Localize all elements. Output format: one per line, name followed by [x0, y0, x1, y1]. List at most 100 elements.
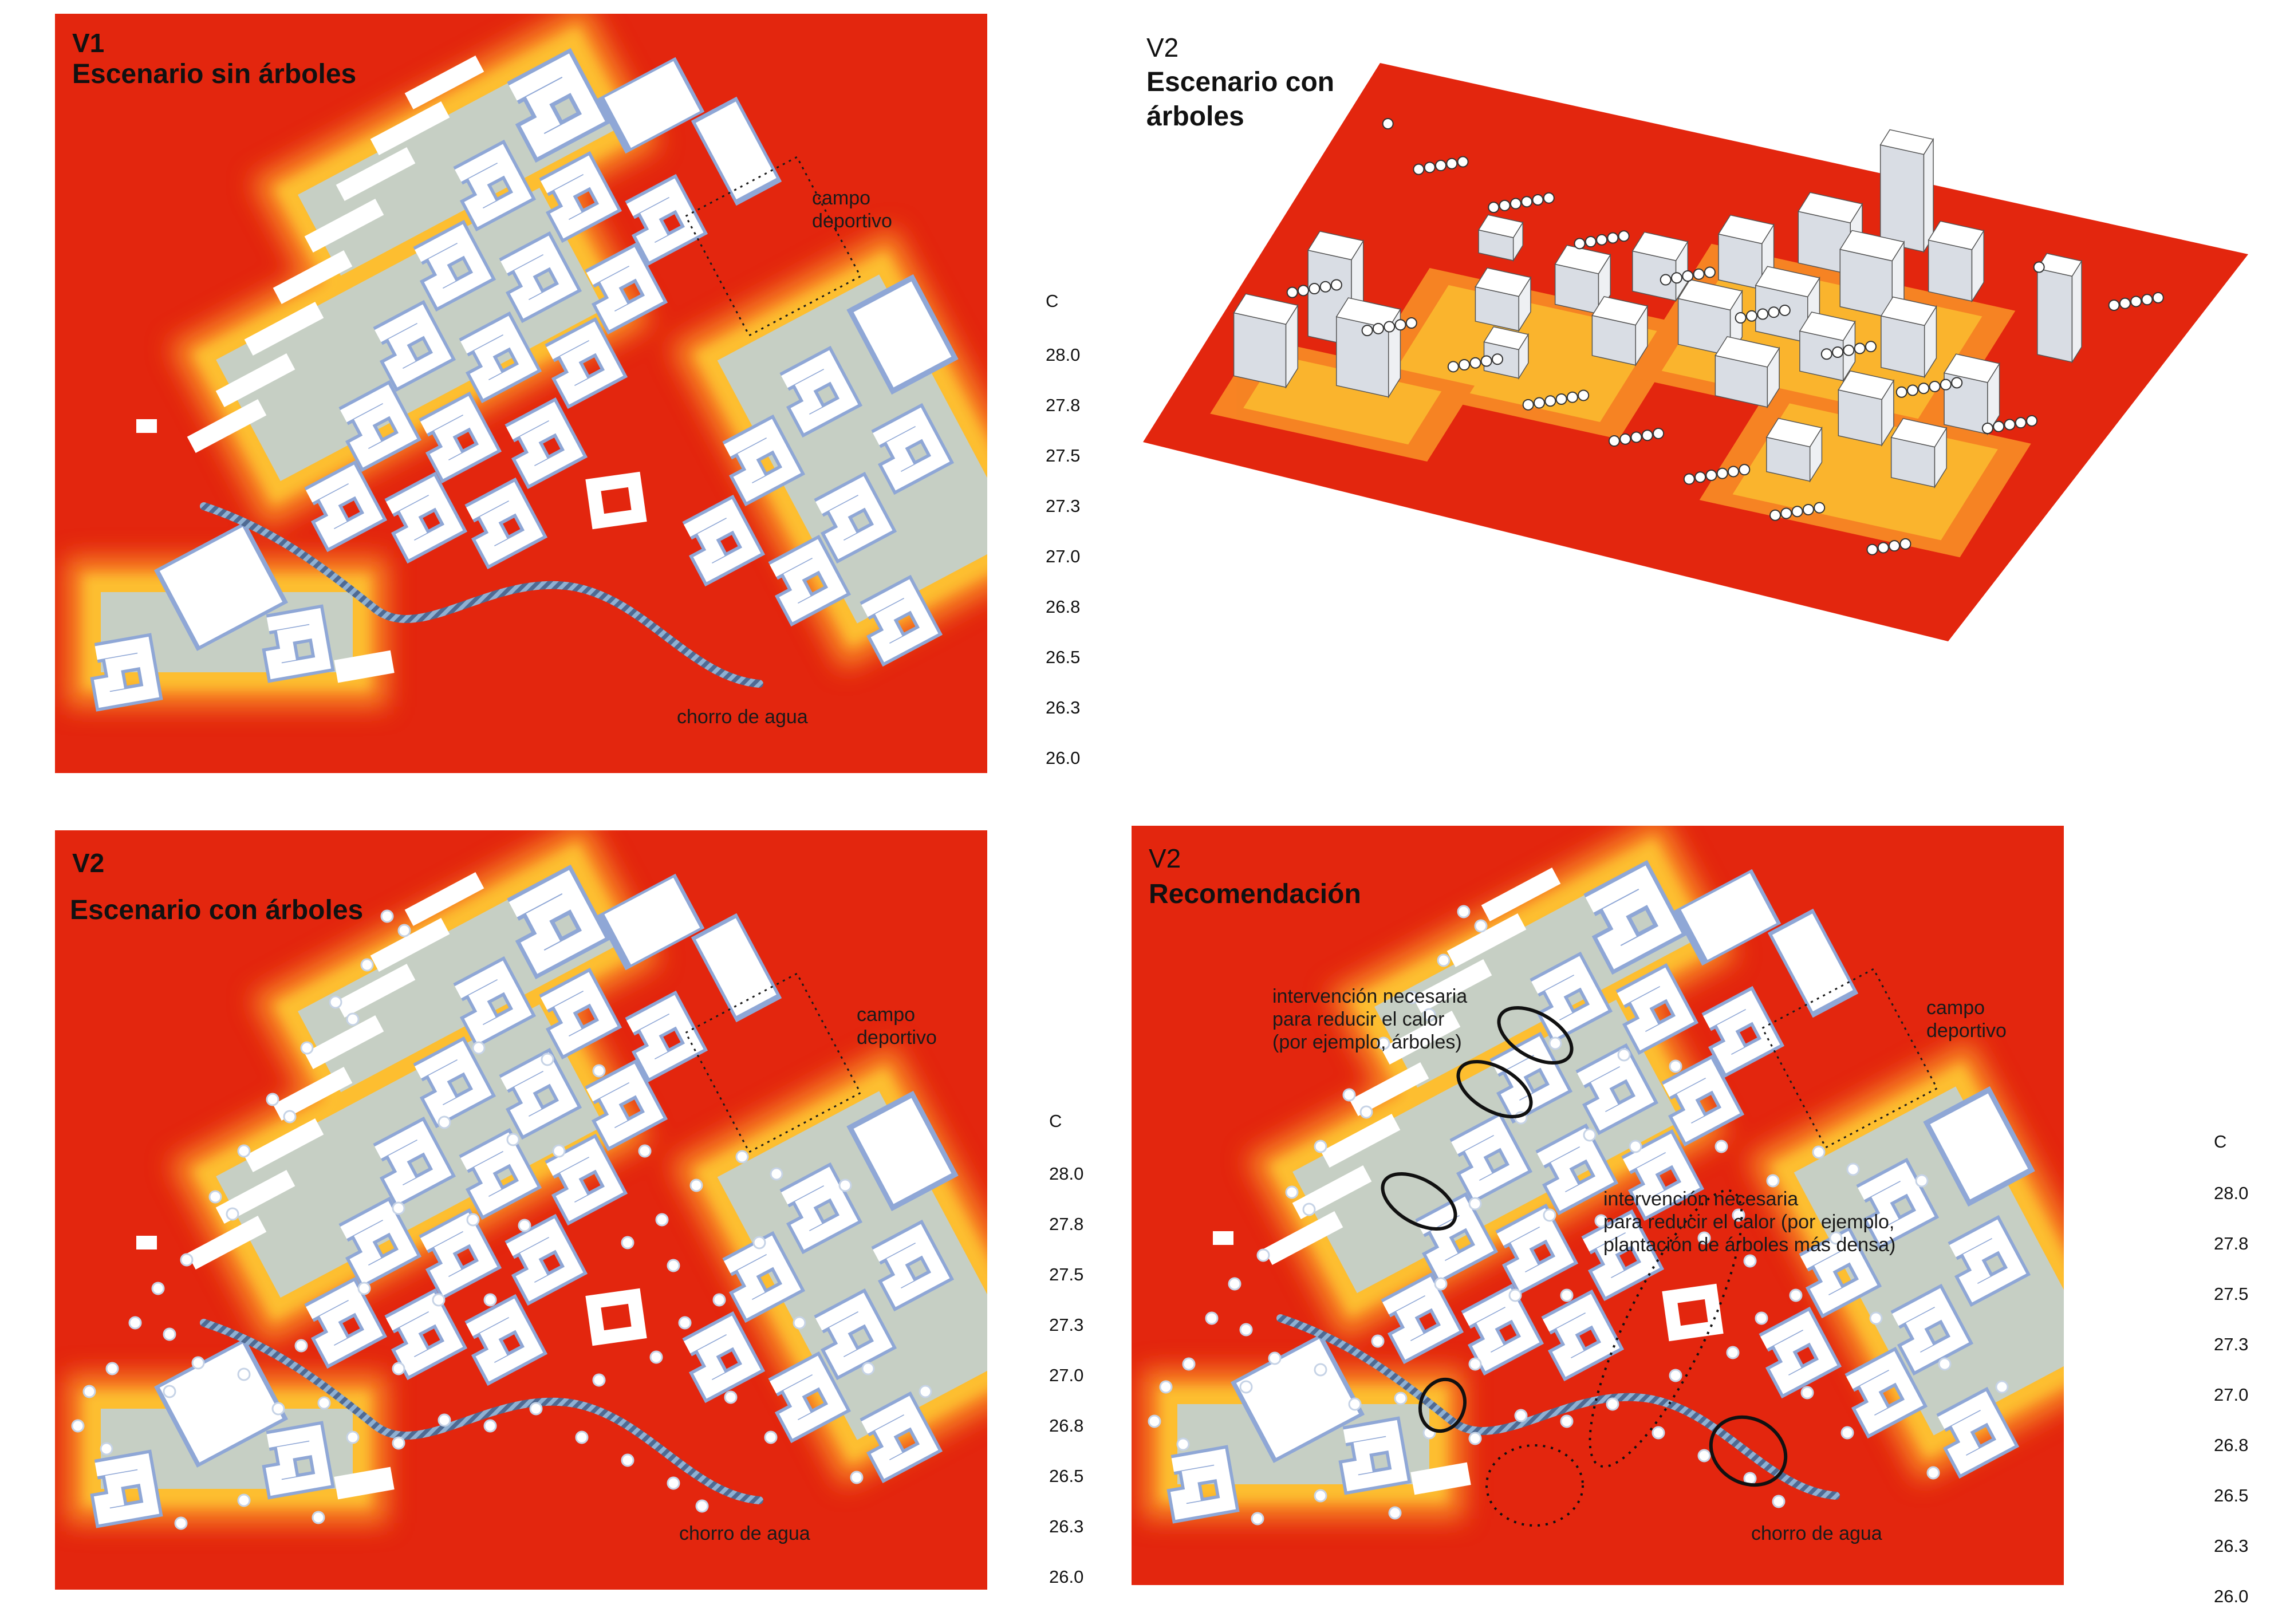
tree-icon: [1447, 361, 1459, 373]
heat-map-v2-recomendacion: [1132, 826, 2064, 1585]
tree-icon: [1457, 156, 1469, 168]
tree-icon: [1532, 194, 1544, 206]
tree-icon: [1578, 389, 1590, 401]
tree-icon: [1521, 196, 1533, 208]
legend-value: 27.8: [2214, 1233, 2249, 1254]
legend-value: 26.5: [1049, 1466, 1084, 1486]
tree-icon: [1865, 341, 1877, 353]
legend-value: 27.0: [1046, 546, 1081, 566]
legend-value: 26.5: [2214, 1485, 2249, 1505]
building-massing: [1890, 417, 1948, 448]
building-massing: [1307, 230, 1364, 261]
building-massing: [1755, 266, 1820, 298]
map-panel-v2-plan: V2 Escenario con árboles campo deportivo…: [55, 830, 987, 1590]
tree-icon: [1286, 286, 1298, 298]
tree-icon: [1866, 543, 1878, 555]
tree-icon: [1682, 270, 1694, 282]
building-massing: [1765, 417, 1823, 448]
legend-value: 27.8: [1046, 395, 1081, 415]
tree-icon: [1488, 202, 1500, 214]
tree-icon: [1653, 427, 1665, 439]
building-massing: [1714, 336, 1780, 368]
building-massing: [1233, 312, 1287, 388]
tree-icon: [1607, 232, 1619, 244]
tree-icon: [1641, 429, 1653, 442]
building-massing: [1475, 267, 1532, 297]
legend-value: 28.0: [1046, 345, 1081, 365]
building-massing: [1839, 249, 1893, 319]
tree-icon: [1424, 161, 1436, 174]
label-chorro-de-agua: chorro de agua: [1751, 1523, 1882, 1544]
tree-icon: [1608, 435, 1620, 447]
tree-icon: [1877, 542, 1889, 554]
building-massing: [2071, 259, 2082, 364]
intervention-ellipse: [1497, 1006, 1574, 1065]
tree-icon: [1820, 348, 1832, 360]
tree-icon: [1716, 467, 1728, 479]
building-massing: [1717, 214, 1775, 245]
tree-icon: [1619, 433, 1631, 445]
heat-map-v2-axonometric: [1143, 63, 2248, 641]
tree-icon: [2119, 297, 2131, 309]
tree-icon: [1704, 266, 1716, 278]
tree-icon: [1802, 503, 1814, 515]
tree-icon: [1446, 157, 1458, 170]
tree-icon: [1361, 325, 1373, 337]
label-chorro-de-agua: chorro de agua: [677, 706, 808, 728]
building-massing: [1243, 354, 1442, 445]
legend-value: 26.8: [1049, 1416, 1084, 1436]
tree-icon: [1899, 538, 1911, 550]
tree-icon: [1630, 431, 1642, 443]
building-massing: [1881, 315, 1925, 378]
tree-icon: [2152, 291, 2164, 303]
building-massing: [2037, 268, 2073, 363]
label-campo-deportivo: campo deportivo: [812, 187, 892, 232]
tree-icon: [1459, 359, 1471, 371]
tree-icon: [2141, 294, 2153, 306]
legend-value: 26.0: [1049, 1567, 1084, 1587]
legend-value: 26.8: [1046, 597, 1081, 617]
panel-tag: V1: [72, 28, 105, 58]
intervention-ellipse: [1709, 1415, 1788, 1487]
tree-icon: [1618, 230, 1630, 242]
tree-icon: [1405, 317, 1417, 329]
tree-icon: [1544, 395, 1556, 407]
tree-icon: [1940, 379, 1952, 391]
tree-icon: [2004, 419, 2016, 431]
legend-value: 28.0: [2214, 1183, 2249, 1203]
tree-icon: [1596, 234, 1608, 246]
tree-icon: [1671, 272, 1682, 284]
building-massing: [1477, 214, 1524, 238]
map-panel-v2-recomendacion: V2 Recomendación intervención necesaria …: [1132, 826, 2064, 1585]
building-massing: [1483, 326, 1529, 350]
label-campo-deportivo: campo deportivo: [1926, 997, 2007, 1042]
panel-tag: V2: [1146, 33, 1179, 62]
tree-icon: [1522, 399, 1534, 411]
legend-value: 27.0: [2214, 1385, 2249, 1405]
building-massing: [1554, 245, 1611, 274]
tree-icon: [1435, 160, 1447, 172]
tree-icon: [2130, 295, 2142, 308]
building-massing: [1879, 129, 1934, 155]
tree-icon: [1757, 308, 1769, 320]
tree-icon: [1660, 274, 1672, 286]
tree-icon: [1413, 163, 1425, 175]
tree-icon: [1918, 383, 1930, 395]
label-chorro-de-agua: chorro de agua: [679, 1523, 810, 1544]
legend-unit: C: [1049, 1111, 1062, 1131]
panel-tag: V2: [1149, 843, 1181, 873]
tree-icon: [1384, 321, 1396, 333]
tree-icon: [1308, 283, 1321, 295]
legend-unit: C: [1046, 291, 1059, 311]
legend-value: 27.0: [1049, 1365, 1084, 1385]
building-massing: [1799, 312, 1856, 341]
tree-icon: [1492, 353, 1503, 365]
building-massing: [1839, 230, 1905, 262]
legend-value: 28.0: [1049, 1164, 1084, 1184]
legend-unit: C: [2214, 1132, 2227, 1152]
tree-icon: [1929, 380, 1941, 392]
tree-icon: [1394, 319, 1406, 331]
panel-title: Escenario con árboles: [70, 895, 364, 925]
legend-value: 27.8: [1049, 1214, 1084, 1234]
map-panel-v2-3d: V2 Escenario con árboles: [1140, 14, 2262, 655]
